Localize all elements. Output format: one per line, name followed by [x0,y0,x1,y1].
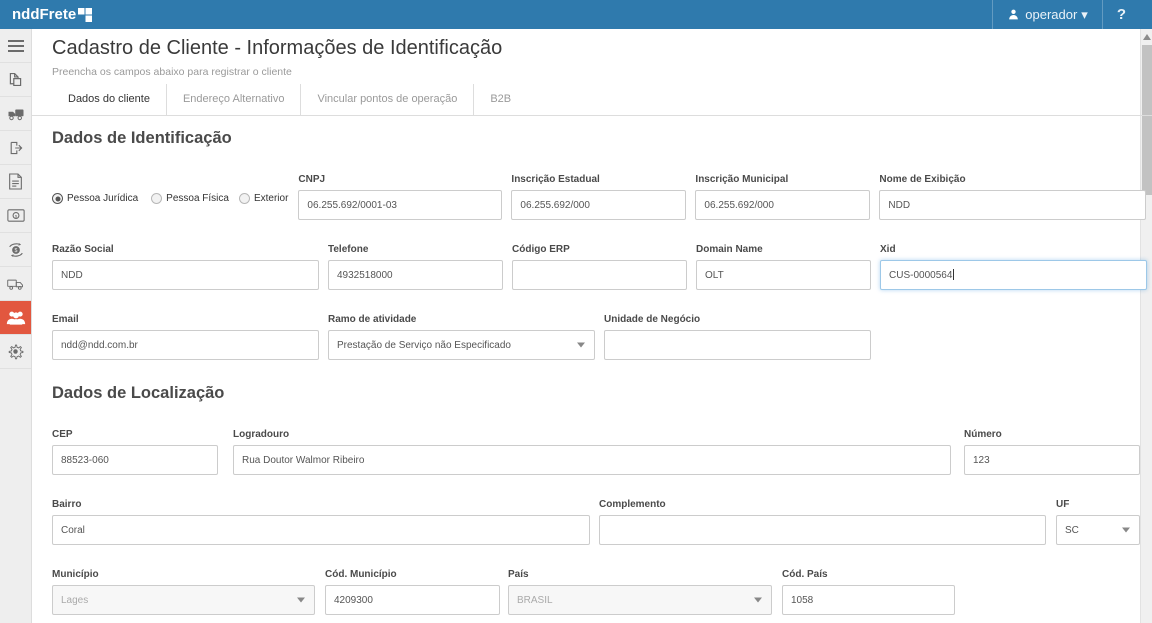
svg-text:$: $ [14,248,17,254]
